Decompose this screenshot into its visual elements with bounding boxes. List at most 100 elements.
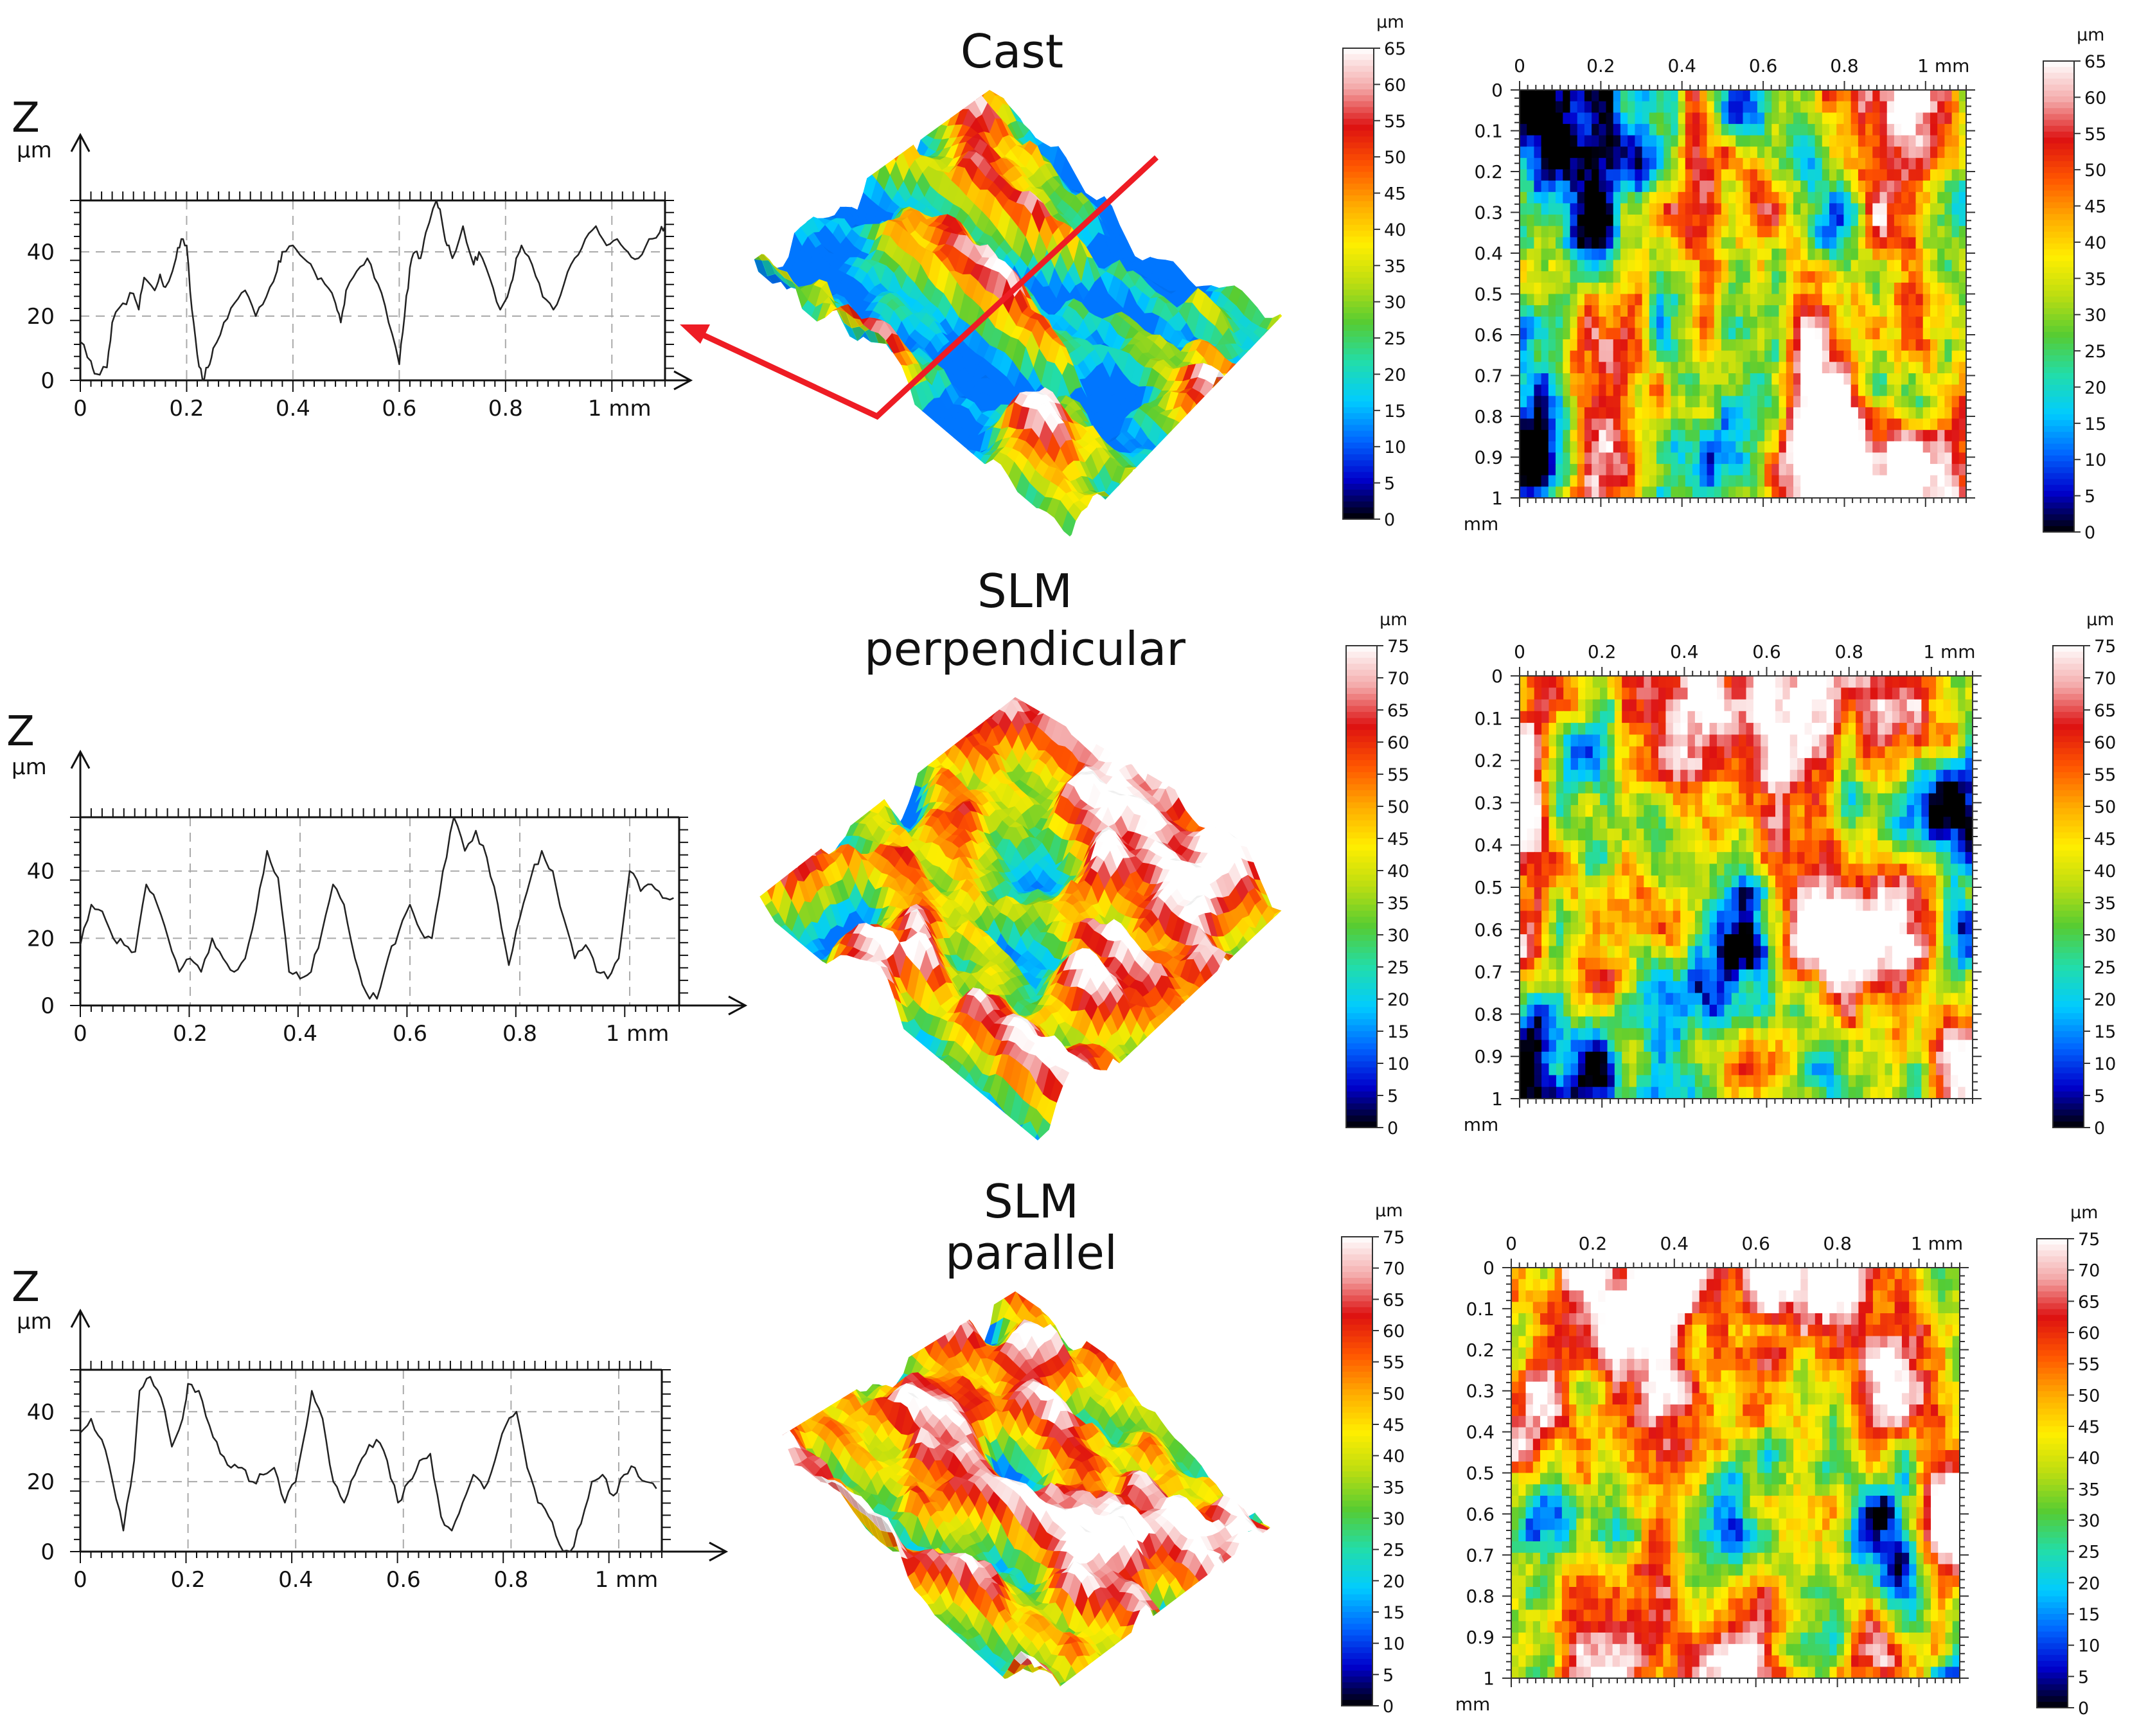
surface-facet [1234, 364, 1248, 383]
surface-facet [1124, 1053, 1139, 1064]
y-tick-label: 20 [27, 926, 55, 952]
surface-shade [1238, 373, 1252, 393]
surface-shade [1064, 184, 1078, 193]
title-slm-parallel-line2: parallel [945, 1226, 1117, 1280]
surface-facet [965, 711, 979, 727]
surface-shade [802, 818, 815, 841]
surface-facet [1049, 697, 1064, 702]
surface-facet [928, 1317, 943, 1340]
surface-3d-slm-parallel [755, 1291, 1295, 1696]
surface-shade [947, 1300, 961, 1317]
surface-facet [789, 830, 804, 852]
surface-facet [1076, 707, 1091, 718]
surface-facet [962, 90, 977, 97]
y-tick-label: 20 [27, 1469, 55, 1495]
x-axis-arrow [728, 995, 748, 1016]
surface-facet [1231, 962, 1245, 977]
surface-facet [1083, 714, 1097, 723]
surface-facet [1250, 346, 1266, 356]
surface-shade [1249, 389, 1263, 407]
surface-facet [1036, 697, 1051, 708]
surface-facet [1268, 937, 1283, 960]
surface-facet [1230, 961, 1245, 971]
surface-facet [1256, 935, 1270, 956]
surface-facet [959, 716, 973, 727]
surface-shade [894, 207, 907, 214]
surface-facet [1056, 697, 1071, 706]
surface-facet [1222, 380, 1237, 386]
surface-facet [1256, 955, 1270, 986]
surface-facet [1274, 910, 1289, 927]
surface-facet [1022, 697, 1037, 698]
surface-facet [1281, 925, 1296, 937]
surface-facet [841, 1381, 855, 1395]
surface-shade [939, 452, 954, 467]
surface-shade [903, 206, 917, 211]
surface-facet [1097, 724, 1111, 736]
surface-facet [897, 137, 912, 148]
surface-facet [752, 873, 765, 895]
surface-facet [885, 123, 900, 136]
y-axis-arrow [70, 749, 91, 769]
surface-facet [1274, 371, 1288, 391]
x-tick-label: 0.8 [493, 1567, 528, 1593]
surface-shade [1229, 377, 1242, 384]
y-axis-arrow [70, 132, 91, 152]
surface-facet [977, 699, 991, 708]
surface-facet [874, 132, 889, 161]
x-tick-label: 0.4 [278, 1567, 313, 1593]
surface-facet [1249, 389, 1264, 408]
frame-minor-ticks [80, 191, 674, 381]
surface-facet [1009, 677, 1022, 687]
surface-shade [1230, 366, 1244, 389]
surface-shade [1234, 371, 1248, 392]
surface-facet [783, 855, 798, 869]
surface-facet [1239, 364, 1254, 381]
surface-facet [970, 699, 985, 710]
x-tick-label: 0.6 [382, 396, 416, 421]
surface-facet [924, 433, 939, 459]
surface-facet [1237, 970, 1252, 978]
surface-facet [1297, 341, 1311, 355]
z-axis-unit: µm [17, 137, 52, 163]
surface-facet [1228, 377, 1243, 384]
surface-facet [958, 93, 973, 101]
surface-facet [770, 835, 785, 847]
surface-facet [964, 93, 979, 102]
surface-shade [959, 93, 973, 101]
x-tick-label: 0 [73, 396, 87, 421]
surface-facet [1262, 926, 1276, 951]
y-tick-label: 0 [40, 1539, 55, 1565]
surface-facet [1070, 700, 1084, 713]
x-tick-label: 1 mm [595, 1567, 659, 1593]
surface-facet [997, 680, 1009, 691]
surface-facet [953, 1305, 968, 1318]
surface-facet [934, 1293, 948, 1307]
surface-facet [939, 713, 954, 734]
x-axis-arrow [673, 370, 693, 391]
surface-shade [1251, 393, 1265, 405]
surface-3d-cast [749, 90, 1311, 536]
surface-facet [1043, 697, 1057, 708]
surface-facet [1268, 330, 1283, 347]
surface-facet [795, 828, 810, 846]
surface-facet [1230, 366, 1245, 389]
surface-facet [1142, 474, 1157, 490]
surface-facet [880, 123, 894, 146]
surface-facet [952, 708, 966, 719]
y-tick-label: 40 [27, 859, 55, 885]
surface-facet [777, 844, 792, 858]
surface-facet [946, 708, 960, 722]
surface-facet [1257, 347, 1271, 353]
surface-facet [808, 828, 822, 850]
surface-shade [947, 448, 961, 459]
surface-facet [1245, 354, 1260, 376]
surface-facet [1016, 680, 1029, 691]
surface-shade [1117, 746, 1132, 759]
surface-facet [1232, 355, 1247, 379]
surface-facet [1050, 701, 1065, 720]
x-tick-label: 0.2 [169, 396, 204, 421]
title-slm-perpendicular-line1: SLM [977, 564, 1072, 618]
surface-facet [1090, 719, 1105, 731]
